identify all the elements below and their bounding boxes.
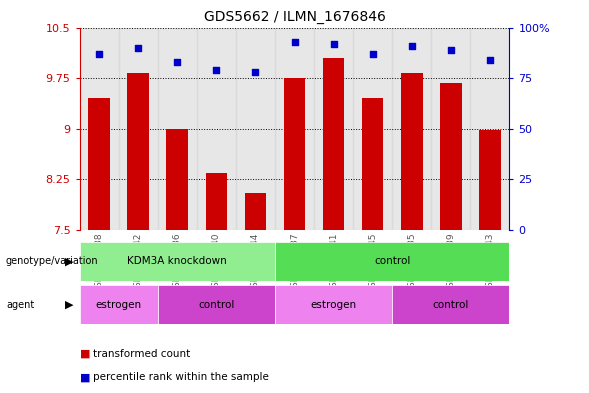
Bar xyxy=(275,28,314,230)
Bar xyxy=(353,28,392,230)
Text: ■: ■ xyxy=(80,349,90,359)
Text: KDM3A knockdown: KDM3A knockdown xyxy=(127,256,227,266)
Bar xyxy=(167,129,188,230)
Bar xyxy=(392,28,431,230)
Point xyxy=(368,51,378,57)
Text: estrogen: estrogen xyxy=(310,299,357,310)
Bar xyxy=(275,285,392,324)
Point xyxy=(251,69,260,75)
Text: estrogen: estrogen xyxy=(95,299,142,310)
Text: control: control xyxy=(374,256,411,266)
Text: control: control xyxy=(433,299,469,310)
Bar xyxy=(158,285,275,324)
Bar xyxy=(206,173,227,230)
Point xyxy=(329,40,338,47)
Text: control: control xyxy=(198,299,234,310)
Bar xyxy=(118,28,158,230)
Bar xyxy=(197,28,236,230)
Point xyxy=(407,42,416,49)
Bar xyxy=(236,28,275,230)
Text: percentile rank within the sample: percentile rank within the sample xyxy=(93,372,269,382)
Bar xyxy=(158,28,197,230)
Point xyxy=(446,47,455,53)
Text: ▶: ▶ xyxy=(65,256,74,266)
Bar xyxy=(275,242,509,281)
Bar xyxy=(80,285,158,324)
Text: ▶: ▶ xyxy=(65,299,74,310)
Point xyxy=(134,44,143,51)
Bar xyxy=(401,73,422,230)
Bar xyxy=(362,98,383,230)
Bar xyxy=(127,73,149,230)
Text: transformed count: transformed count xyxy=(93,349,190,359)
Bar xyxy=(471,28,509,230)
Point xyxy=(290,39,299,45)
Bar xyxy=(440,83,462,230)
Bar xyxy=(392,285,509,324)
Bar xyxy=(479,130,501,230)
Bar xyxy=(88,98,110,230)
Point xyxy=(211,67,221,73)
Bar xyxy=(431,28,471,230)
Bar xyxy=(284,78,305,230)
Point xyxy=(94,51,104,57)
Bar xyxy=(80,242,275,281)
Bar xyxy=(244,193,266,230)
Title: GDS5662 / ILMN_1676846: GDS5662 / ILMN_1676846 xyxy=(204,10,385,24)
Bar xyxy=(314,28,353,230)
Text: genotype/variation: genotype/variation xyxy=(6,256,98,266)
Point xyxy=(173,59,182,65)
Text: ■: ■ xyxy=(80,372,90,382)
Point xyxy=(485,57,495,63)
Bar xyxy=(80,28,118,230)
Text: agent: agent xyxy=(6,299,34,310)
Bar xyxy=(323,58,345,230)
